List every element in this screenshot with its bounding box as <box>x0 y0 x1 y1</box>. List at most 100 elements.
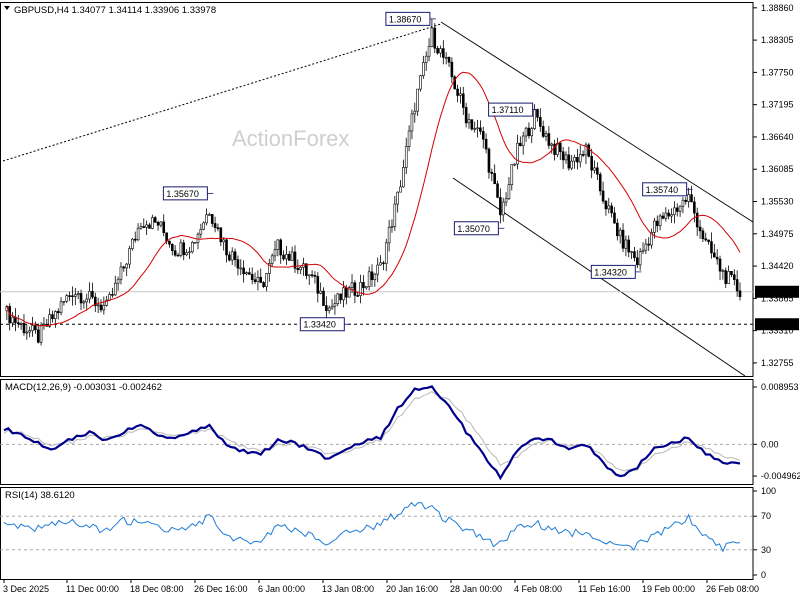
candle-body <box>342 287 345 301</box>
candle-body <box>142 226 146 228</box>
candle-body <box>327 307 331 312</box>
candle-body <box>382 262 385 265</box>
time-axis-label: 11 Feb 16:00 <box>578 584 630 594</box>
candle-body <box>373 273 377 281</box>
candle-body <box>644 243 648 251</box>
candle-body <box>670 214 673 217</box>
candle-body <box>647 243 651 246</box>
time-axis-label: 13 Jan 08:00 <box>322 584 374 594</box>
candle-body <box>624 239 628 249</box>
candle-body <box>650 232 653 246</box>
candle-body <box>276 239 280 250</box>
candle-body <box>519 142 522 146</box>
macd-signal-line <box>3 390 741 472</box>
candle-body <box>85 298 89 303</box>
rsi-title: RSI(14) 38.6120 <box>5 490 75 501</box>
candle-body <box>333 303 337 307</box>
candle-body <box>721 270 725 272</box>
candle-body <box>139 226 143 229</box>
candle-body <box>396 191 399 205</box>
candle-body <box>248 272 251 275</box>
time-axis-label: 28 Jan 00:00 <box>450 584 502 594</box>
candle-body <box>484 138 488 150</box>
candle-body <box>68 295 71 297</box>
candle-body <box>701 230 705 240</box>
candle-body <box>450 61 454 78</box>
candle-body <box>690 194 693 203</box>
candle-body <box>387 226 391 244</box>
candle-body <box>587 144 591 157</box>
channel-upper-line <box>440 21 754 223</box>
candle-body <box>156 221 160 226</box>
candle-body <box>732 274 736 280</box>
candle-body <box>607 205 611 210</box>
candle-body <box>464 107 468 124</box>
candle-body <box>222 239 225 243</box>
candle-body <box>196 233 200 243</box>
candle-body <box>573 157 576 162</box>
candle-body <box>287 254 291 261</box>
candle-body <box>704 238 708 241</box>
candle-body <box>356 295 360 297</box>
candle-body <box>436 47 439 54</box>
candle-body <box>673 207 676 215</box>
candle-body <box>290 251 294 261</box>
candle-body <box>618 229 622 237</box>
candle-body <box>99 304 103 311</box>
candle-body <box>684 199 688 202</box>
candle-body <box>390 226 394 228</box>
watermark: ActionForex <box>232 126 349 151</box>
candle-body <box>190 242 194 253</box>
candle-body <box>416 88 419 112</box>
candle-body <box>79 293 83 304</box>
price-annotation-box <box>488 102 534 117</box>
candle-body <box>36 329 40 343</box>
candle-body <box>225 239 228 256</box>
candle-body <box>422 62 425 76</box>
price-annotation-label: 1.35670 <box>166 189 199 199</box>
candle-body <box>481 131 485 140</box>
candle-body <box>576 157 579 163</box>
candle-body <box>39 324 43 343</box>
candle-body <box>707 239 710 242</box>
candle-body <box>350 282 354 288</box>
candle-body <box>268 263 271 274</box>
candle-body <box>233 251 237 260</box>
candle-body <box>285 254 288 260</box>
candle-body <box>242 267 245 275</box>
current-price-label: 1.33978 <box>758 287 791 297</box>
candle-body <box>359 282 362 297</box>
candle-body <box>208 214 211 216</box>
macd-line <box>3 385 741 481</box>
macd-axis-label: 0.00 <box>761 439 779 449</box>
candle-body <box>715 256 719 260</box>
candle-body <box>610 205 613 214</box>
candle-body <box>533 109 536 129</box>
price-annotation-label: 1.33420 <box>303 320 336 330</box>
rsi-axis-label: 30 <box>761 545 771 555</box>
candle-body <box>379 262 382 266</box>
candle-body <box>410 113 414 132</box>
candle-body <box>245 272 248 275</box>
candle-body <box>724 270 728 284</box>
candle-body <box>544 133 548 137</box>
candle-body <box>601 190 605 202</box>
candle-body <box>182 242 186 256</box>
candle-body <box>735 279 739 292</box>
candle-body <box>496 183 499 198</box>
candle-body <box>444 56 448 59</box>
candle-body <box>536 109 539 118</box>
candle-body <box>487 148 491 173</box>
time-axis-label: 11 Dec 00:00 <box>66 584 119 594</box>
candle-body <box>270 255 274 264</box>
candle-body <box>307 274 311 277</box>
candle-body <box>213 223 217 228</box>
candle-body <box>613 212 616 224</box>
candle-body <box>74 294 77 297</box>
candle-body <box>256 276 260 283</box>
candle-body <box>516 142 519 165</box>
candle-body <box>125 263 128 269</box>
candle-body <box>116 278 120 284</box>
